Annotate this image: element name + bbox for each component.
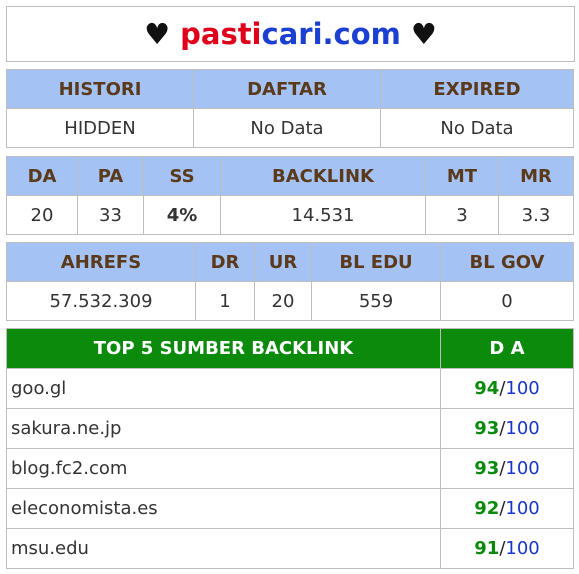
source-domain: blog.fc2.com <box>6 448 441 489</box>
top-sources-header: TOP 5 SUMBER BACKLINK <box>6 328 441 369</box>
source-domain: sakura.ne.jp <box>6 408 441 449</box>
backlink-header: BACKLINK <box>220 156 426 196</box>
top-sources-table: TOP 5 SUMBER BACKLINK D A goo.gl 94/100 … <box>6 328 574 569</box>
source-domain: msu.edu <box>6 528 441 569</box>
mt-value: 3 <box>425 195 499 235</box>
bl-gov-header: BL GOV <box>440 242 574 282</box>
heart-icon: ♥ <box>144 17 171 51</box>
site-title: ♥ pasti cari.com ♥ <box>6 6 575 62</box>
metrics-table: DA PA SS BACKLINK MT MR 20 33 4% 14.531 … <box>6 156 574 235</box>
source-score: 94/100 <box>440 368 574 409</box>
list-item: sakura.ne.jp 93/100 <box>6 408 574 449</box>
source-domain: eleconomista.es <box>6 488 441 529</box>
list-item: msu.edu 91/100 <box>6 528 574 569</box>
ss-header: SS <box>143 156 221 196</box>
expired-value: No Data <box>380 108 574 148</box>
site-name-part1: pasti <box>180 17 262 51</box>
daftar-header: DAFTAR <box>193 69 381 109</box>
source-score: 92/100 <box>440 488 574 529</box>
da-header: DA <box>6 156 78 196</box>
mr-value: 3.3 <box>498 195 574 235</box>
backlink-value: 14.531 <box>220 195 426 235</box>
bl-edu-value: 559 <box>311 281 441 321</box>
bl-gov-value: 0 <box>440 281 574 321</box>
expired-header: EXPIRED <box>380 69 574 109</box>
source-domain: goo.gl <box>6 368 441 409</box>
source-score: 93/100 <box>440 448 574 489</box>
da-value: 20 <box>6 195 78 235</box>
pa-header: PA <box>77 156 144 196</box>
mr-header: MR <box>498 156 574 196</box>
dr-header: DR <box>195 242 255 282</box>
pa-value: 33 <box>77 195 144 235</box>
ahrefs-table: AHREFS DR UR BL EDU BL GOV 57.532.309 1 … <box>6 242 574 321</box>
ahrefs-value: 57.532.309 <box>6 281 196 321</box>
list-item: blog.fc2.com 93/100 <box>6 448 574 489</box>
bl-edu-header: BL EDU <box>311 242 441 282</box>
histori-value: HIDDEN <box>6 108 194 148</box>
source-score: 91/100 <box>440 528 574 569</box>
status-table: HISTORI DAFTAR EXPIRED HIDDEN No Data No… <box>6 69 574 148</box>
dr-value: 1 <box>195 281 255 321</box>
ahrefs-header: AHREFS <box>6 242 196 282</box>
ur-value: 20 <box>254 281 312 321</box>
da-score-header: D A <box>440 328 574 369</box>
histori-header: HISTORI <box>6 69 194 109</box>
site-name-part2: cari.com <box>261 17 401 51</box>
daftar-value: No Data <box>193 108 381 148</box>
source-score: 93/100 <box>440 408 574 449</box>
ur-header: UR <box>254 242 312 282</box>
heart-icon: ♥ <box>410 17 437 51</box>
mt-header: MT <box>425 156 499 196</box>
ss-value: 4% <box>143 195 221 235</box>
list-item: goo.gl 94/100 <box>6 368 574 409</box>
list-item: eleconomista.es 92/100 <box>6 488 574 529</box>
